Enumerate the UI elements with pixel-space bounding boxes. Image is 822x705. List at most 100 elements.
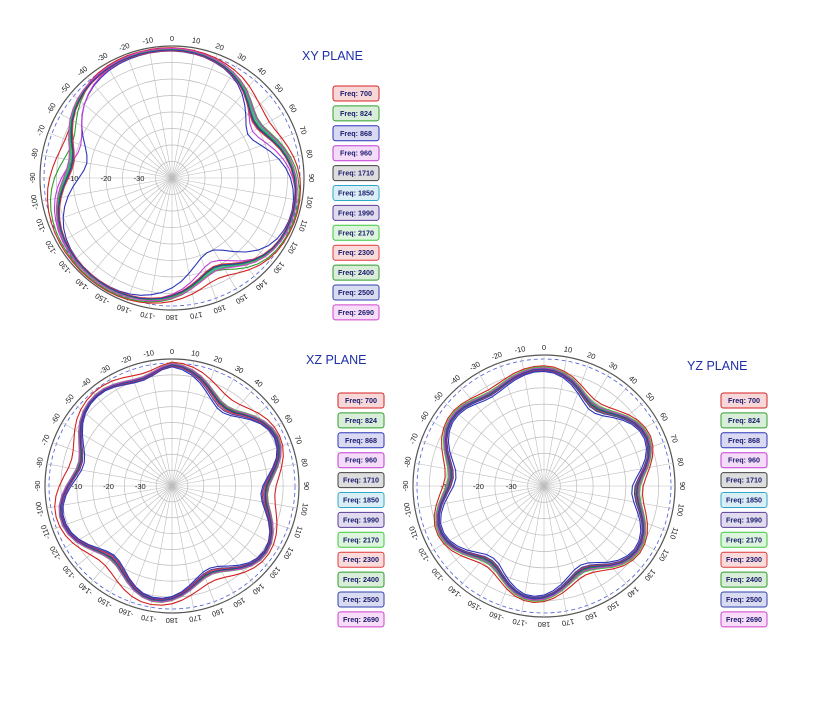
legend-item: Freq: 2400 — [337, 571, 385, 588]
legend-label: Freq: 824 — [340, 109, 372, 118]
legend-label: Freq: 2170 — [726, 535, 762, 544]
legend-label: Freq: 2690 — [343, 615, 379, 624]
grid-spoke — [171, 177, 218, 303]
angle-tick-label: 40 — [256, 65, 268, 77]
angle-tick-label: -30 — [468, 359, 482, 372]
angle-tick-label: -40 — [78, 376, 92, 390]
angle-tick-label: 0 — [170, 347, 174, 356]
legend-box — [332, 224, 380, 241]
legend-label: Freq: 700 — [340, 89, 372, 98]
plane-title: XY PLANE — [302, 49, 363, 63]
legend-item: Freq: 2500 — [332, 284, 380, 301]
angle-tick-label: 30 — [233, 364, 245, 376]
angle-tick-label: -60 — [417, 410, 430, 424]
angle-tick-label: -80 — [34, 457, 45, 469]
grid-spoke — [148, 177, 173, 309]
legend-item: Freq: 868 — [337, 432, 385, 449]
grid-spoke — [70, 177, 173, 264]
legend-item: Freq: 1850 — [720, 492, 768, 508]
radial-tick-label: -30 — [135, 482, 146, 491]
series-line — [435, 366, 653, 602]
angle-tick-label: -50 — [58, 81, 72, 95]
angle-tick-label: -40 — [448, 373, 462, 387]
angle-tick-label: 110 — [668, 526, 681, 540]
legend-item: Freq: 824 — [332, 105, 380, 122]
grid-spoke — [148, 47, 173, 179]
angle-tick-label: -20 — [119, 354, 132, 366]
grid-spoke — [149, 360, 173, 487]
angle-tick-label: -70 — [35, 124, 47, 137]
grid-spoke — [171, 177, 274, 264]
legend-item: Freq: 1990 — [332, 204, 380, 221]
grid-spoke — [171, 177, 303, 202]
legend-box — [332, 165, 380, 182]
legend-label: Freq: 2500 — [726, 595, 762, 604]
grid-spoke — [543, 485, 629, 587]
series-line — [60, 364, 280, 602]
plane-title: YZ PLANE — [687, 359, 747, 373]
legend-label: Freq: 1850 — [726, 496, 762, 505]
angle-tick-label: 100 — [299, 502, 310, 516]
grid-spoke — [74, 485, 173, 568]
legend-box — [332, 284, 380, 301]
grid-spoke — [543, 485, 668, 532]
legend-label: Freq: 700 — [728, 396, 760, 405]
legend-label: Freq: 1990 — [726, 515, 762, 524]
legend-box — [720, 412, 768, 429]
angle-tick-label: -110 — [34, 217, 47, 234]
grid-spoke — [543, 462, 674, 487]
angle-tick-label: -80 — [29, 148, 40, 160]
series-line — [62, 366, 278, 599]
angle-tick-label: -140 — [77, 581, 94, 598]
angle-tick-label: 50 — [269, 393, 281, 405]
legend-box — [337, 531, 385, 548]
angle-tick-label: 40 — [627, 374, 639, 386]
grid-spoke — [90, 388, 173, 487]
grid-spoke — [52, 442, 173, 487]
polar-plot-xz-plane: 0 102030405060708090100110120130140150160… — [33, 347, 385, 628]
grid-spoke — [478, 485, 545, 600]
angle-tick-label: 100 — [675, 503, 686, 517]
legend-box — [337, 492, 385, 508]
angle-tick-label: 160 — [212, 303, 227, 316]
grid-spoke — [61, 485, 173, 550]
legend-box — [337, 412, 385, 429]
radial-tick-label: -20 — [101, 174, 112, 183]
grid-spoke — [52, 485, 173, 530]
legend-label: Freq: 868 — [345, 436, 377, 445]
legend-item: Freq: 2690 — [332, 304, 380, 321]
grid-spoke — [105, 177, 173, 293]
polar-plot-yz-plane: 0 102030405060708090100110120130140150160… — [401, 343, 768, 629]
angle-tick-label: -170 — [512, 617, 528, 628]
legend-label: Freq: 2300 — [343, 555, 379, 564]
angle-tick-label: 40 — [252, 377, 264, 389]
series-line — [438, 369, 649, 599]
grid-spoke — [171, 63, 239, 179]
angle-tick-label: 100 — [304, 195, 315, 209]
grid-spoke — [171, 177, 287, 245]
grid-spoke — [171, 485, 298, 509]
legend-box — [332, 244, 380, 261]
angle-tick-label: -130 — [430, 566, 447, 583]
legend-item: Freq: 2400 — [332, 264, 380, 281]
angle-tick-label: 50 — [644, 391, 656, 403]
angle-tick-label: -80 — [402, 456, 413, 468]
grid-spoke — [171, 485, 283, 550]
angle-tick-label: 160 — [211, 606, 226, 619]
angle-tick-label: -90 — [33, 481, 42, 492]
grid-spoke — [520, 485, 545, 616]
angle-tick-label: 70 — [297, 125, 308, 136]
angle-tick-label: -50 — [62, 392, 76, 406]
legend-label: Freq: 824 — [728, 416, 760, 425]
angle-tick-label: 180 — [166, 616, 179, 625]
grid-spoke — [57, 111, 173, 179]
legend-box — [720, 551, 768, 568]
legend-label: Freq: 2500 — [343, 595, 379, 604]
radial-tick-label: -10 — [71, 482, 82, 491]
grid-spoke — [459, 485, 545, 587]
grid-spoke — [420, 485, 545, 532]
angle-tick-label: -60 — [45, 101, 58, 115]
grid-spoke — [128, 485, 173, 606]
grid-spoke — [543, 356, 568, 487]
angle-tick-label: 60 — [658, 411, 670, 423]
